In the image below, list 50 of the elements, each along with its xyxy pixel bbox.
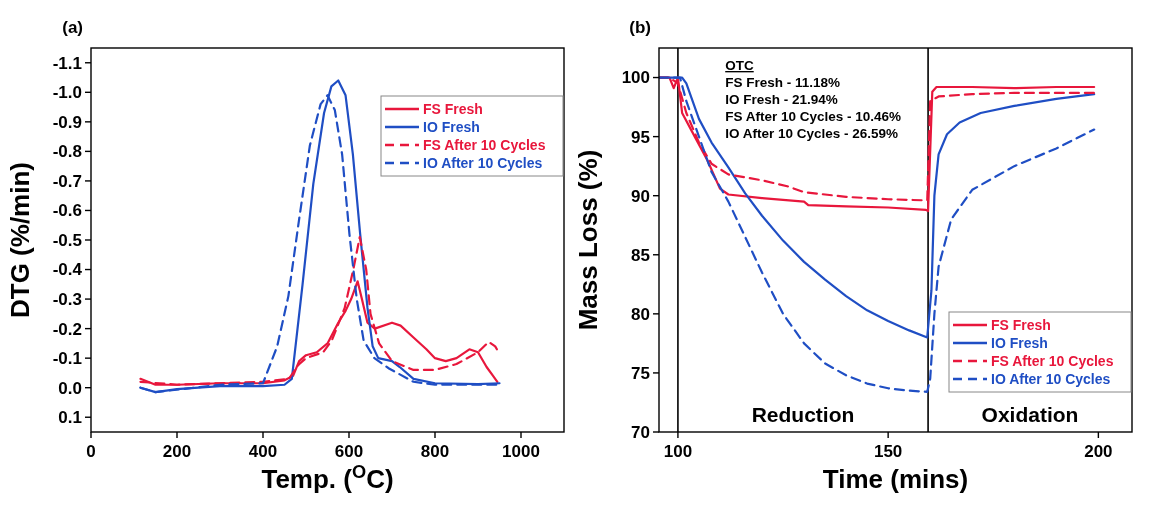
legend-label: FS After 10 Cycles — [991, 352, 1114, 369]
x-tick-label: 600 — [334, 442, 364, 461]
chart-title: (a) — [62, 18, 83, 37]
legend-label: IO Fresh — [423, 118, 480, 135]
y-tick-label: -0.9 — [52, 112, 82, 132]
y-tick-label: -0.1 — [52, 349, 82, 369]
annotation: Reduction — [751, 403, 855, 426]
y-tick-label: -1.1 — [52, 53, 82, 73]
annotation: OTC — [725, 58, 754, 73]
y-tick-label: -0.4 — [52, 260, 83, 280]
annotation: IO After 10 Cycles - 26.59% — [725, 126, 899, 141]
x-tick-label: 800 — [420, 442, 450, 461]
y-tick-label: 0.0 — [58, 378, 82, 398]
annotation: FS After 10 Cycles - 10.46% — [725, 109, 902, 124]
y-tick-label: 70 — [631, 422, 650, 442]
legend-label: FS After 10 Cycles — [423, 136, 546, 153]
annotation: Oxidation — [981, 403, 1079, 426]
y-axis-title: DTG (%/min) — [5, 162, 35, 318]
y-tick-label: 85 — [631, 245, 650, 265]
x-tick-label: 200 — [162, 442, 192, 461]
x-tick-label: 200 — [1084, 442, 1113, 461]
y-axis-title: Mass Loss (%) — [573, 149, 603, 331]
y-tick-label: 95 — [631, 127, 650, 147]
y-tick-label: -0.3 — [52, 290, 82, 310]
y-tick-label: -0.2 — [52, 319, 82, 339]
legend-label: IO After 10 Cycles — [423, 154, 543, 171]
x-tick-label: 1000 — [502, 442, 540, 461]
y-tick-label: 90 — [631, 186, 650, 206]
x-tick-label: 150 — [873, 442, 903, 461]
legend-label: IO After 10 Cycles — [991, 370, 1111, 387]
legend-label: IO Fresh — [991, 334, 1048, 351]
legend-label: FS Fresh — [991, 316, 1051, 333]
y-tick-label: 0.1 — [58, 408, 82, 428]
chart-title: (b) — [629, 18, 651, 37]
y-tick-label: -0.7 — [52, 171, 82, 191]
y-tick-label: -0.5 — [52, 230, 82, 250]
y-tick-label: 75 — [631, 363, 650, 383]
y-tick-label: -0.8 — [52, 142, 82, 162]
y-tick-label: 80 — [631, 304, 650, 324]
legend-label: FS Fresh — [423, 100, 483, 117]
x-axis-title: Temp. ($^{O}$C) — [261, 462, 394, 494]
x-tick-label: 100 — [663, 442, 693, 461]
x-axis-title: Time (mins) — [822, 464, 969, 494]
annotation: FS Fresh - 11.18% — [725, 75, 841, 90]
x-tick-label: 0 — [86, 442, 96, 461]
annotation: IO Fresh - 21.94% — [725, 92, 838, 107]
y-tick-label: -0.6 — [52, 201, 82, 221]
y-tick-label: -1.0 — [52, 83, 82, 103]
x-tick-label: 400 — [248, 442, 278, 461]
y-tick-label: 100 — [621, 68, 650, 88]
